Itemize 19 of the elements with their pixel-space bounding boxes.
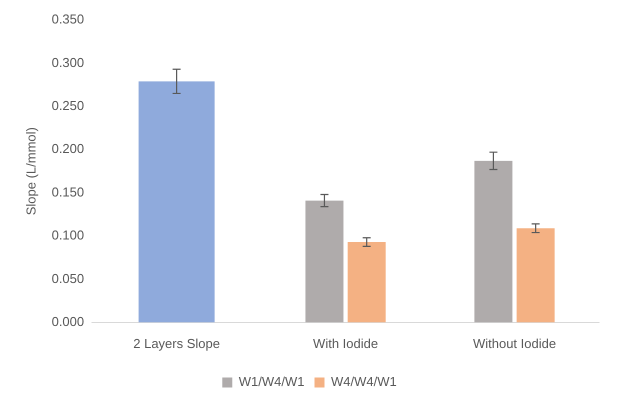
x-tick-label: With Iodide (313, 336, 378, 351)
bar (305, 200, 344, 322)
y-tick-label: 0.200 (52, 141, 84, 156)
bar (348, 242, 386, 322)
x-tick-label: Without Iodide (472, 336, 556, 351)
y-tick-label: 0.300 (52, 54, 84, 70)
y-tick-label: 0.250 (52, 98, 84, 113)
y-tick-label: 0.100 (52, 228, 84, 243)
y-tick-label: 0.150 (52, 184, 84, 200)
legend-label: W4/W4/W1 (331, 374, 397, 390)
y-tick-label: 0.050 (52, 270, 84, 286)
y-axis-title: Slope (L/mmol) (23, 127, 38, 216)
bar (138, 81, 215, 322)
bar (516, 228, 555, 322)
bar (474, 160, 512, 322)
legend-label: W1/W4/W1 (238, 374, 305, 390)
y-tick-label: 0.350 (52, 12, 84, 27)
x-tick-label: 2 Layers Slope (133, 336, 220, 351)
y-tick-label: 0.000 (52, 314, 84, 329)
